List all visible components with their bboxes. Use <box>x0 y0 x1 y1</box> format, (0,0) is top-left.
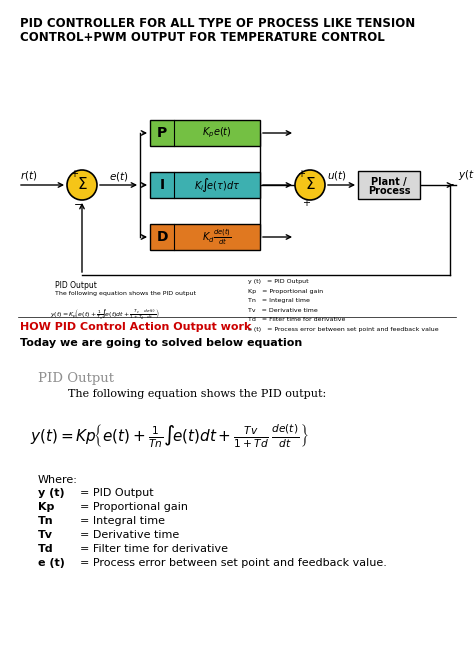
Text: Kp   = Proportional gain: Kp = Proportional gain <box>248 288 323 294</box>
FancyBboxPatch shape <box>150 172 260 198</box>
Text: = Integral time: = Integral time <box>80 516 165 526</box>
Text: $\Sigma$: $\Sigma$ <box>305 176 315 192</box>
Text: Where:: Where: <box>38 475 78 485</box>
Text: I: I <box>160 178 164 192</box>
Text: $y(t) = K_p\!\left(e(t)+\frac{1}{T_n}\!\int\!e(t)dt+\frac{T_v}{1+T_d}\frac{de(t): $y(t) = K_p\!\left(e(t)+\frac{1}{T_n}\!\… <box>50 307 159 321</box>
Text: Tv   = Derivative time: Tv = Derivative time <box>248 308 318 312</box>
Text: y (t)   = PID Output: y (t) = PID Output <box>248 279 309 284</box>
Text: The following equation shows the PID output: The following equation shows the PID out… <box>55 291 196 296</box>
Text: $\Sigma$: $\Sigma$ <box>77 176 87 192</box>
Text: = PID Output: = PID Output <box>80 488 154 498</box>
Text: e (t): e (t) <box>38 558 65 568</box>
Circle shape <box>67 170 97 200</box>
FancyBboxPatch shape <box>150 224 260 250</box>
Text: Tv: Tv <box>38 530 53 540</box>
Text: D: D <box>156 230 168 244</box>
Text: = Derivative time: = Derivative time <box>80 530 179 540</box>
Text: PID Output: PID Output <box>38 372 114 385</box>
Text: $y(t)$: $y(t)$ <box>458 168 474 182</box>
Text: = Process error between set point and feedback value.: = Process error between set point and fe… <box>80 558 387 568</box>
Text: Today we are going to solved below equation: Today we are going to solved below equat… <box>20 338 302 348</box>
Text: e (t)   = Process error between set point and feedback value: e (t) = Process error between set point … <box>248 326 438 332</box>
Text: Td: Td <box>38 544 54 554</box>
Text: = Filter time for derivative: = Filter time for derivative <box>80 544 228 554</box>
Text: Process: Process <box>368 185 410 195</box>
Text: P: P <box>157 126 167 140</box>
Text: +: + <box>302 198 310 208</box>
Text: The following equation shows the PID output:: The following equation shows the PID out… <box>68 389 326 399</box>
Text: $u(t)$: $u(t)$ <box>327 169 347 182</box>
Text: $y(t) = Kp\!\left\{e(t) + \frac{1}{Tn}\int\! e(t)dt + \frac{Tv}{1+Td}\,\frac{de(: $y(t) = Kp\!\left\{e(t) + \frac{1}{Tn}\i… <box>30 422 309 450</box>
Text: Plant /: Plant / <box>371 177 407 187</box>
Text: = Proportional gain: = Proportional gain <box>80 502 188 512</box>
Text: Td   = Filter time for derivative: Td = Filter time for derivative <box>248 317 346 322</box>
Text: Tn   = Integral time: Tn = Integral time <box>248 298 310 303</box>
Text: $r(t)$: $r(t)$ <box>20 169 37 182</box>
Text: Kp: Kp <box>38 502 55 512</box>
Text: $-$: $-$ <box>73 198 83 208</box>
FancyBboxPatch shape <box>358 171 420 199</box>
Text: PID CONTROLLER FOR ALL TYPE OF PROCESS LIKE TENSION: PID CONTROLLER FOR ALL TYPE OF PROCESS L… <box>20 17 415 30</box>
Text: +: + <box>297 169 305 179</box>
Text: CONTROL+PWM OUTPUT FOR TEMPERATURE CONTROL: CONTROL+PWM OUTPUT FOR TEMPERATURE CONTR… <box>20 31 385 44</box>
FancyBboxPatch shape <box>150 120 260 146</box>
Text: PID Output: PID Output <box>55 281 97 290</box>
Text: $K_p e(t)$: $K_p e(t)$ <box>202 126 232 140</box>
Text: +: + <box>70 169 78 179</box>
Circle shape <box>295 170 325 200</box>
Text: $K_i\!\int\! e(\tau)d\tau$: $K_i\!\int\! e(\tau)d\tau$ <box>194 176 240 194</box>
Text: Tn: Tn <box>38 516 54 526</box>
Text: y (t): y (t) <box>38 488 64 498</box>
Text: $e(t)$: $e(t)$ <box>109 170 128 183</box>
Text: $K_d\frac{de(t)}{dt}$: $K_d\frac{de(t)}{dt}$ <box>202 227 232 247</box>
Text: HOW PID Control Action Output work: HOW PID Control Action Output work <box>20 322 251 332</box>
